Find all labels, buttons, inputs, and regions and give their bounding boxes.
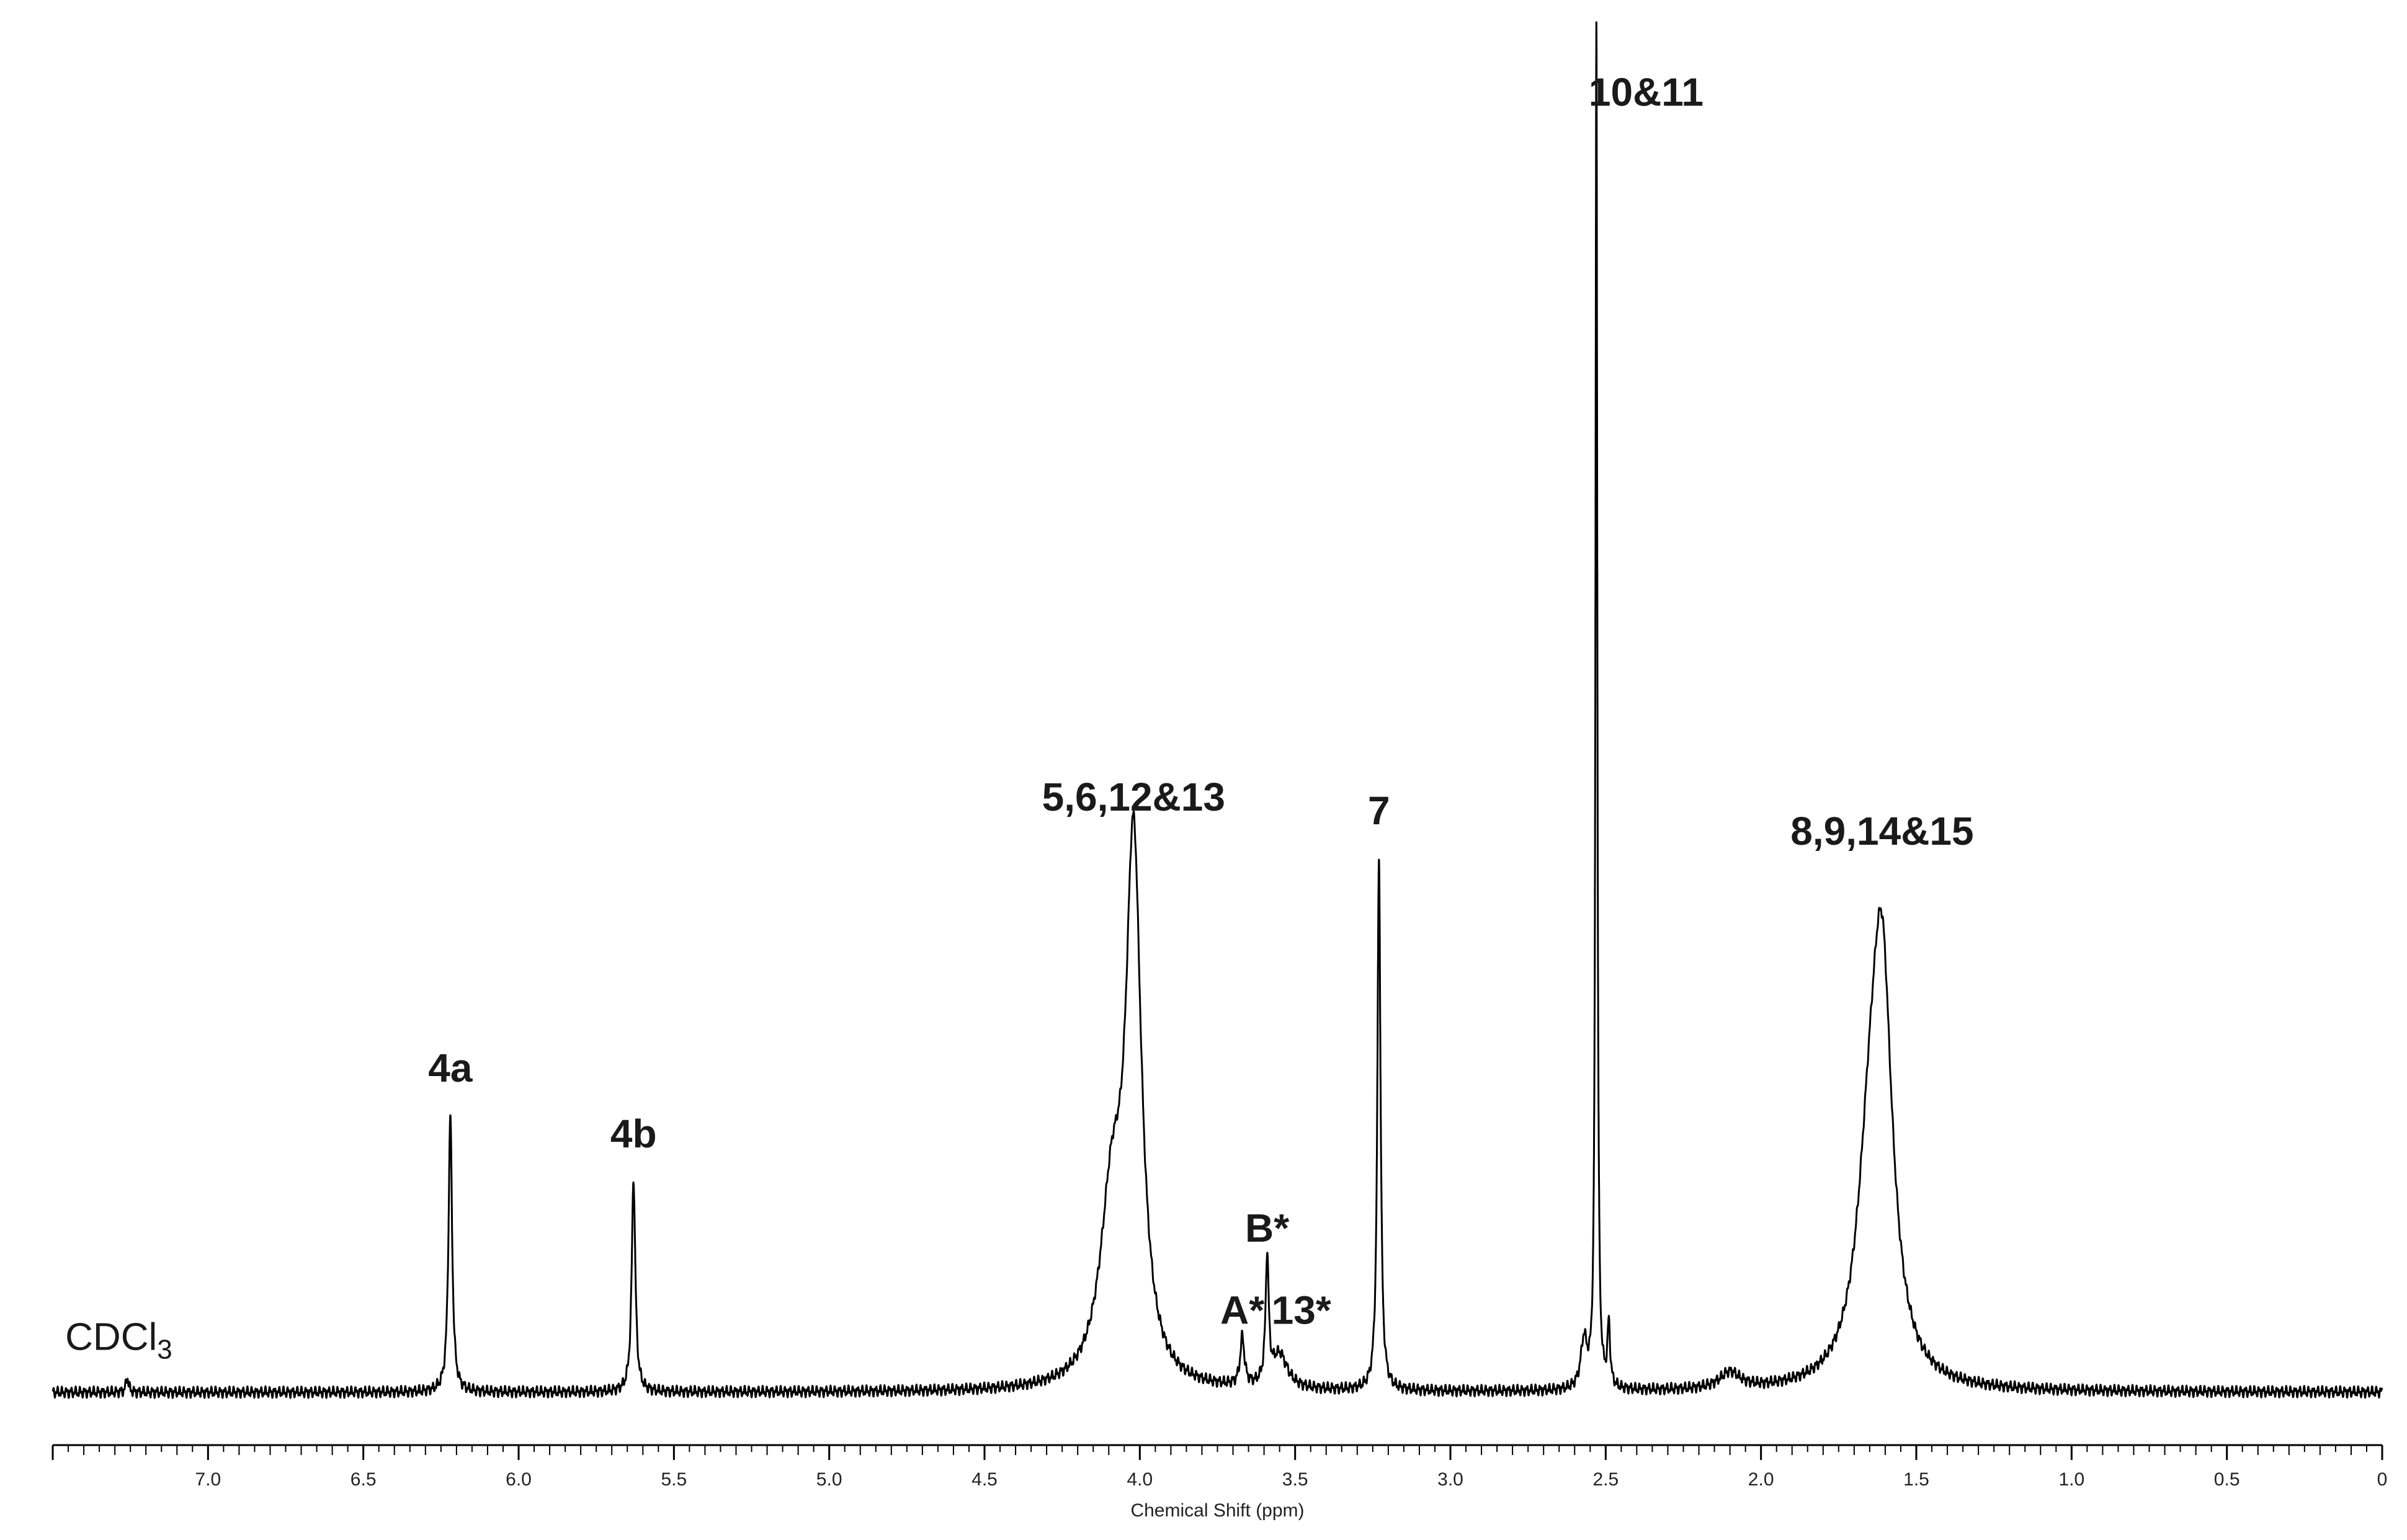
x-tick-label: 5.0 [816, 1469, 842, 1490]
x-tick-label: 2.0 [1748, 1469, 1774, 1490]
peak-label-7: 7 [1368, 788, 1390, 833]
peak-label-4b: 4b [610, 1111, 657, 1156]
x-tick-label: 1.0 [2058, 1469, 2084, 1490]
peak-label-5-6-12-13: 5,6,12&13 [1042, 775, 1225, 819]
x-tick-label: 0.5 [2214, 1469, 2240, 1490]
peak-label-8-9-14-15: 8,9,14&15 [1790, 809, 1973, 853]
peak-label-13-star: 13* [1272, 1288, 1331, 1333]
x-tick-label: 3.0 [1437, 1469, 1463, 1490]
x-tick-label: 0 [2377, 1469, 2388, 1490]
peak-label-4a: 4a [428, 1046, 473, 1090]
x-tick-label: 6.0 [506, 1469, 532, 1490]
spectrum-line [51, 21, 2383, 1399]
x-tick-label: 6.5 [351, 1469, 377, 1490]
x-axis: 7.0 6.5 6.0 5.5 5.0 4.5 4.0 3.5 3.0 2.5 2.0 1.5 1.0 0… [51, 1444, 2388, 1521]
x-axis-title: Chemical Shift (ppm) [1130, 1500, 1304, 1521]
x-tick-label: 3.5 [1282, 1469, 1308, 1490]
peak-label-10-11: 10&11 [1589, 69, 1704, 114]
x-axis-ticks: 7.0 6.5 6.0 5.5 5.0 4.5 4.0 3.5 3.0 2.5 2.0 1.5 1.0 0… [51, 1445, 2388, 1490]
peak-labels: CDCl3 4a 4b 5,6,12&13 A* B* 13* 7 10&11 8,9,14&15 [65, 69, 1973, 1364]
x-tick-label: 1.5 [1903, 1469, 1929, 1490]
x-tick-label: 7.0 [195, 1469, 221, 1490]
x-tick-label: 5.5 [661, 1469, 687, 1490]
x-tick-label: 4.5 [971, 1469, 998, 1490]
peak-label-b-star: B* [1245, 1206, 1289, 1250]
spectrum-layer [51, 21, 2383, 1399]
x-tick-label: 4.0 [1127, 1469, 1153, 1490]
x-tick-label: 2.5 [1592, 1469, 1619, 1490]
peak-label-cdcl3: CDCl3 [65, 1316, 172, 1365]
peak-label-a-star: A* [1220, 1288, 1264, 1333]
